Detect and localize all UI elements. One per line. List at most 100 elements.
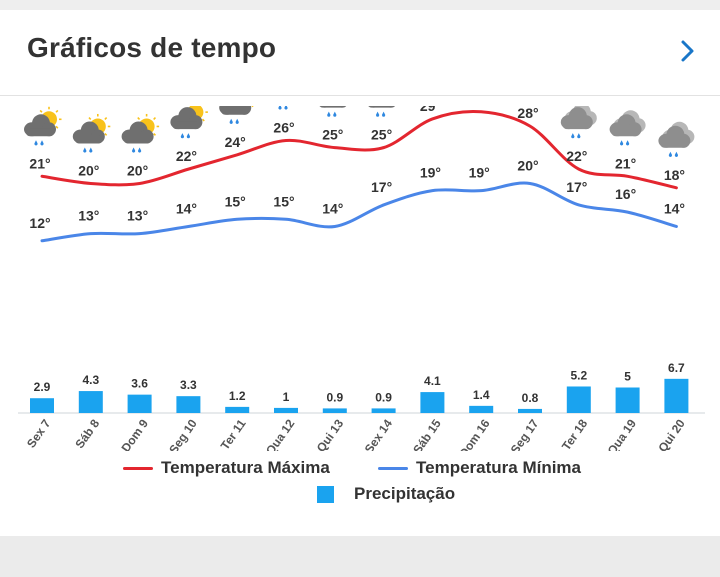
min-temp-label: 13° xyxy=(127,208,148,224)
x-axis-label: Ter 18 xyxy=(559,416,590,451)
min-temp-line xyxy=(40,181,678,243)
x-axis-label: Sex 14 xyxy=(362,416,395,451)
rain-drop xyxy=(668,151,672,157)
precip-value-label: 0.9 xyxy=(375,390,392,404)
min-temp-label: 20° xyxy=(517,157,538,173)
cloud-part xyxy=(319,106,347,108)
sun-ray xyxy=(55,109,59,113)
cloud-part xyxy=(123,135,152,144)
precip-bar xyxy=(176,396,201,413)
chevron-right-icon[interactable] xyxy=(676,36,700,66)
page-title: Gráficos de tempo xyxy=(27,32,277,63)
rain-drop xyxy=(626,140,630,146)
max-temp-label: 30° xyxy=(469,106,490,107)
sun-ray xyxy=(251,106,254,108)
precip-value-label: 0.8 xyxy=(522,391,539,405)
precip-value-label: 5 xyxy=(624,370,631,384)
card-header[interactable]: Gráficos de tempo xyxy=(0,10,720,96)
max-temp-label: 21° xyxy=(29,155,50,171)
cloud-part xyxy=(26,128,54,137)
rain-drop xyxy=(333,111,337,117)
rain-drop xyxy=(34,140,38,146)
rain-drop xyxy=(571,133,575,139)
min-temp-label: 14° xyxy=(176,200,197,216)
top-strip xyxy=(0,0,720,10)
weather-chart: 2.9 4.3 3.6 3.3 1.2 1 0.9 0.9 4.1 1.4 0.8 5.2 5 6.7 21… xyxy=(18,106,705,451)
cloud-part xyxy=(74,135,103,144)
min-temp-label: 17° xyxy=(566,179,587,195)
sun-ray xyxy=(153,132,157,136)
x-axis-label: Dom 9 xyxy=(119,416,152,451)
partly-cloudy-rain-icon xyxy=(24,106,62,146)
min-temp-label: 15° xyxy=(273,193,294,209)
precip-value-label: 0.9 xyxy=(326,390,343,404)
cloud-part xyxy=(172,121,201,130)
max-temp-label: 20° xyxy=(127,162,148,178)
min-temp-label: 15° xyxy=(225,193,246,209)
legend-max-label: Temperatura Máxima xyxy=(161,458,330,477)
cloud-rain-icon xyxy=(658,121,695,157)
precip-value-label: 3.6 xyxy=(131,377,148,391)
rain-drop xyxy=(180,133,184,139)
precip-bar xyxy=(420,392,445,413)
cloud-rain-icon xyxy=(609,110,646,146)
cloud-part xyxy=(611,128,640,137)
rain-drop xyxy=(278,106,282,110)
legend-precip-label: Precipitação xyxy=(354,484,456,503)
rain-drop xyxy=(327,111,331,117)
precip-bar xyxy=(78,391,103,413)
x-axis-label: Qui 20 xyxy=(655,416,688,451)
precip-value-label: 6.7 xyxy=(668,361,685,375)
partly-cloudy-rain-icon xyxy=(278,106,288,110)
legend-precip-swatch xyxy=(317,485,334,503)
max-temp-label: 28° xyxy=(517,106,538,121)
min-temp-label: 12° xyxy=(29,215,50,231)
x-axis-label: Ter 11 xyxy=(218,416,249,451)
precip-bar xyxy=(469,405,494,413)
x-axis-label: Dom 16 xyxy=(456,416,493,451)
precip-bar xyxy=(225,406,250,413)
weather-chart-card: Gráficos de tempo 2.9 4.3 3.6 3.3 1.2 1 0.9 0.9… xyxy=(0,10,720,536)
min-temp-label: 13° xyxy=(78,208,99,224)
partly-cloudy-rain-icon xyxy=(72,113,111,153)
legend-min: Temperatura Mínima xyxy=(378,458,581,478)
partly-cloudy-rain-icon xyxy=(121,113,160,153)
rain-drop xyxy=(235,118,239,124)
precip-bar xyxy=(322,408,347,413)
sun-ray xyxy=(55,125,59,129)
sun-ray xyxy=(88,117,92,120)
cloud-rain-icon xyxy=(560,106,597,139)
rain-drop xyxy=(382,111,386,117)
sun-ray xyxy=(104,132,108,136)
partly-cloudy-rain-icon xyxy=(319,106,347,117)
x-axis-label: Sáb 15 xyxy=(410,416,444,451)
max-temp-label: 25° xyxy=(371,127,392,143)
x-axis-label: Sex 7 xyxy=(24,416,54,450)
rain-drop xyxy=(89,147,93,153)
x-axis-label: Qua 19 xyxy=(605,416,640,451)
min-temp-label: 14° xyxy=(664,200,685,216)
max-temp-label: 29° xyxy=(420,106,441,114)
max-temp-line xyxy=(40,110,678,190)
legend-min-swatch xyxy=(378,466,408,470)
rain-drop xyxy=(40,140,44,146)
x-axis-label: Sáb 8 xyxy=(72,416,102,451)
precip-value-label: 5.2 xyxy=(570,368,587,382)
rain-drop xyxy=(186,133,190,139)
chart-legend: Temperatura Máxima Temperatura Mínima Pr… xyxy=(0,447,720,517)
rain-drop xyxy=(229,118,233,124)
partly-cloudy-rain-icon xyxy=(219,106,254,124)
sun-ray xyxy=(137,117,141,120)
precip-bar xyxy=(274,407,298,413)
x-axis-label: Qua 12 xyxy=(263,416,298,451)
cloud-part xyxy=(221,106,250,115)
rain-drop xyxy=(376,111,380,117)
x-axis-label: Seg 10 xyxy=(166,416,200,451)
max-temp-label: 24° xyxy=(225,134,246,150)
precip-value-label: 3.3 xyxy=(180,378,197,392)
precip-value-label: 1 xyxy=(283,390,290,404)
precip-bar xyxy=(30,398,54,413)
precip-value-label: 4.3 xyxy=(82,373,99,387)
max-temp-label: 26° xyxy=(273,119,294,135)
legend-max-swatch xyxy=(123,466,153,470)
